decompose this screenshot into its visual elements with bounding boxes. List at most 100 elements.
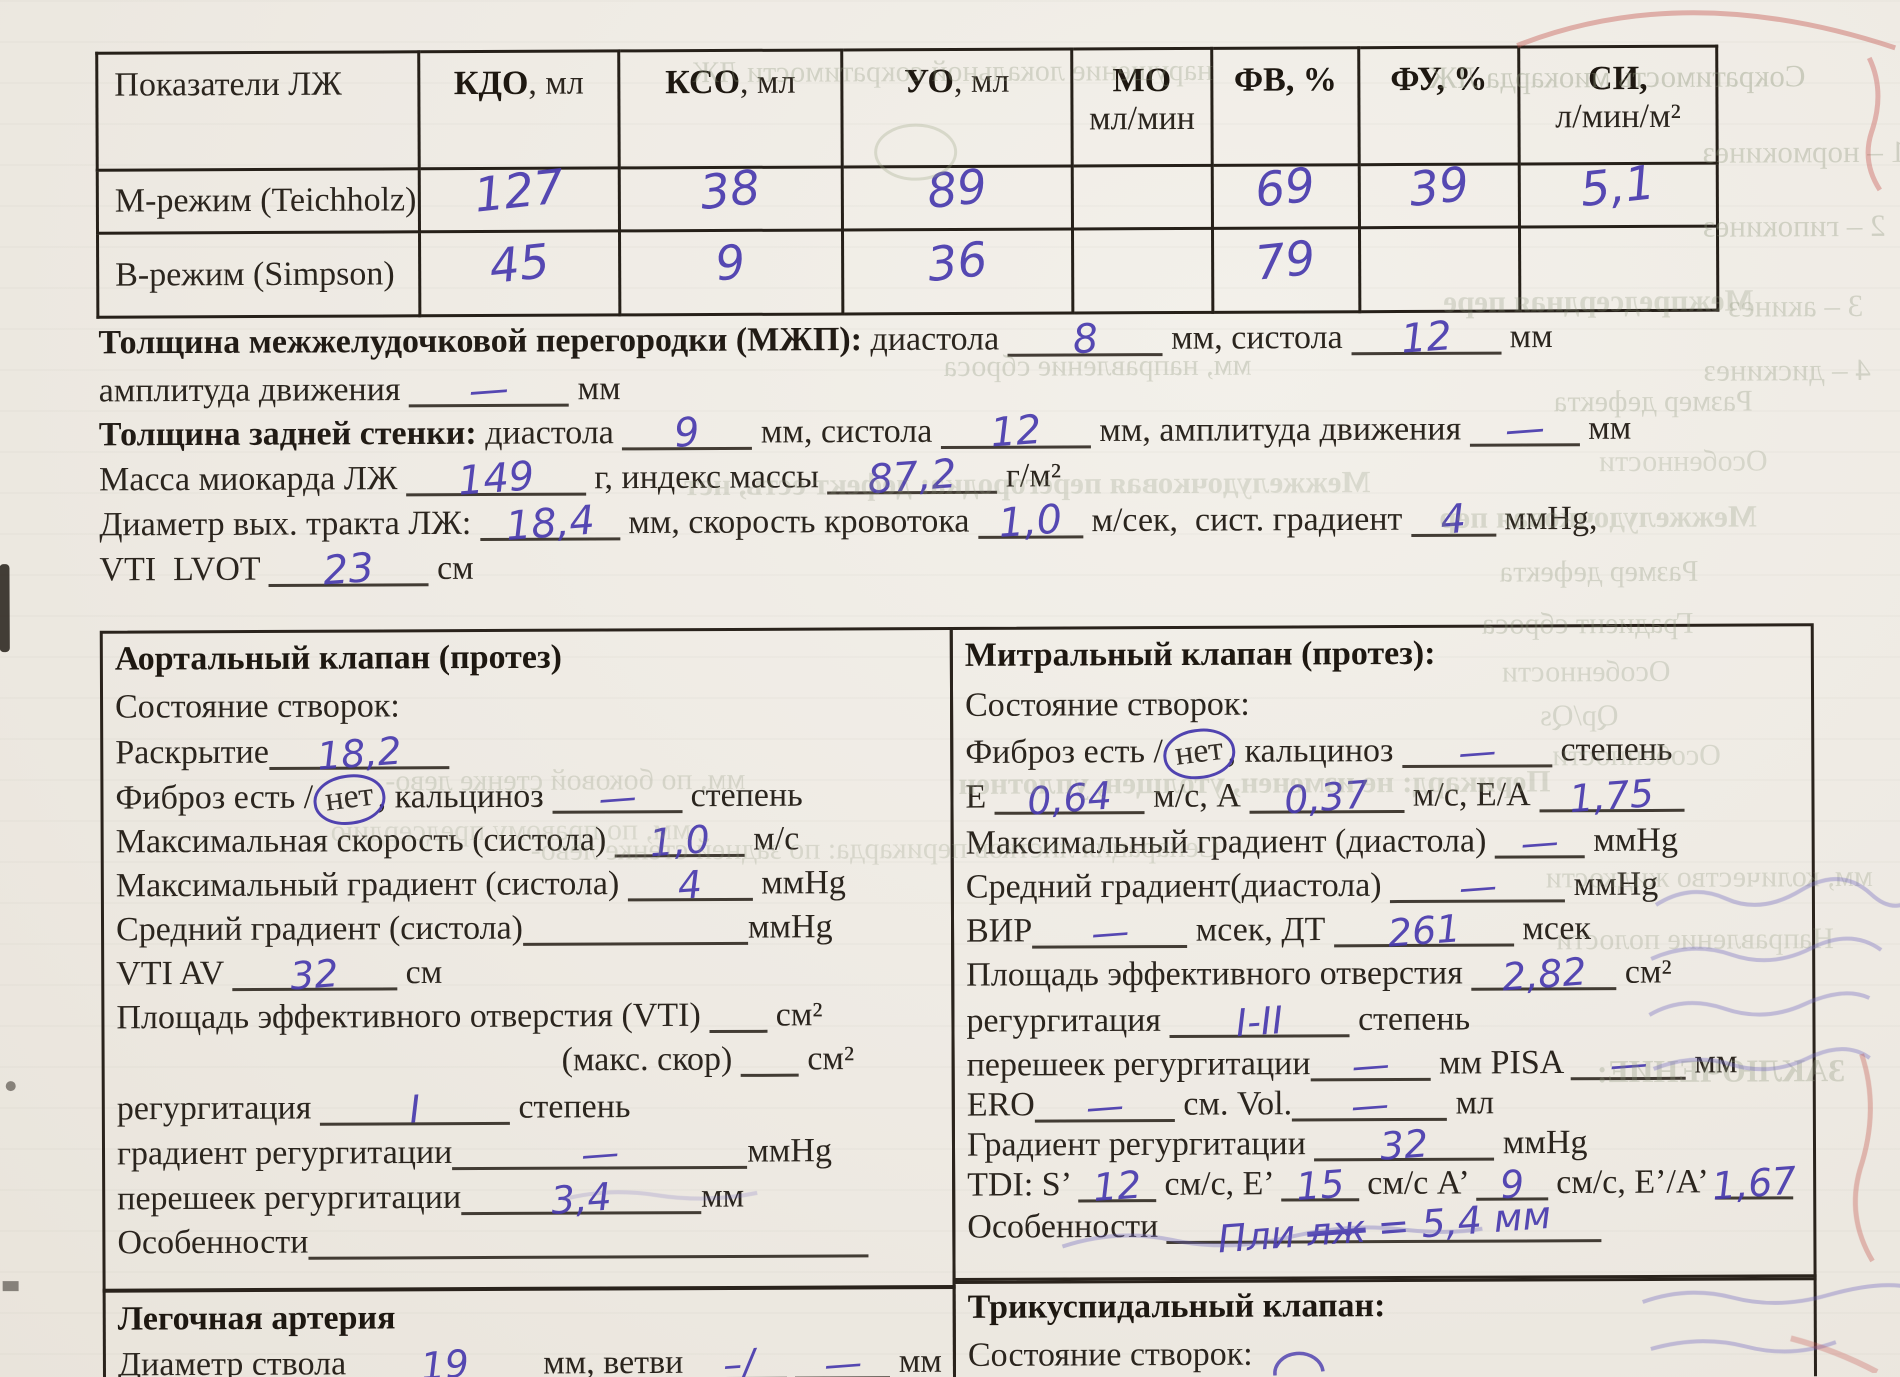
handwritten-value: I-II <box>1234 997 1285 1045</box>
printed-text: Состояние створок: <box>114 687 400 726</box>
printed-text: степень <box>1349 1000 1471 1038</box>
fill-in-blank: Пли лж = 5,4 мм <box>1166 1192 1602 1261</box>
printed-text: м/с, Е/А <box>1404 776 1540 814</box>
printed-text: мсек, ДТ <box>1187 911 1334 949</box>
fill-in-blank: 1,67 <box>1710 1158 1798 1208</box>
printed-text: TDI: S’ <box>967 1166 1079 1204</box>
handwritten-value: 45 <box>486 233 552 296</box>
printed-text: мсек <box>1513 909 1592 948</box>
fill-in-blank: 12 <box>1077 1162 1157 1210</box>
printed-text: перешеек регургитации <box>966 1045 1311 1084</box>
fill-in-blank: 8 <box>1007 315 1163 363</box>
handwritten-value: 1,0 <box>647 816 712 865</box>
col-header-ci: СИ, л/мин/м² <box>1518 46 1718 165</box>
col-header-fs: ФУ, % <box>1358 47 1520 165</box>
col-header-ef: ФВ, % <box>1211 47 1360 166</box>
printed-text: см/с А’ <box>1358 1164 1476 1202</box>
printed-text: см² <box>1616 953 1672 991</box>
handwritten-value: — <box>1503 404 1547 454</box>
header-unit-text: л/мин/м² <box>1555 97 1681 136</box>
fill-in-blank: 12 <box>940 407 1091 456</box>
mitral-mean-gradient-diastole: Средний градиент(диастола) — ммHg <box>965 863 1658 910</box>
handwritten-value: 15 <box>1293 1161 1346 1209</box>
handwritten-value: — <box>1089 908 1131 956</box>
printed-text: мм <box>1579 409 1632 447</box>
printed-text: градиент регургитации <box>116 1133 453 1173</box>
fill-in-blank: 261 <box>1333 906 1514 955</box>
printed-text: м/с <box>744 820 800 858</box>
printed-text: перешеек регургитации <box>117 1178 462 1218</box>
fill-in-blank: — <box>1291 1081 1448 1128</box>
printed-text: Средний градиент (систола) <box>115 909 524 949</box>
handwritten-value: 36 <box>924 231 990 294</box>
handwritten-value: 1,0 <box>996 496 1064 547</box>
fill-in-blank: 18,4 <box>479 497 620 550</box>
aortic-max-velocity: Максимальная скорость (систола) 1,0 м/с <box>116 816 800 865</box>
aortic-regurgitation-gradient: градиент регургитации — ммHg <box>116 1130 832 1177</box>
printed-text: ERO <box>966 1086 1035 1124</box>
fill-in-blank: 18,2 <box>268 728 449 778</box>
fill-in-blank <box>522 905 749 946</box>
fill-in-blank: — <box>1469 404 1580 454</box>
printed-text: Средний градиент(диастола) <box>965 866 1391 906</box>
handwritten-value: 32 <box>288 950 341 999</box>
printed-bold-text: Толщина задней стенки: <box>98 414 477 454</box>
handwritten-value: 4 <box>1438 495 1468 544</box>
col-header-sv: УО, мл <box>841 48 1073 167</box>
handwritten-value: — <box>596 773 638 821</box>
box-title-text: Аортальный клапан (протез) <box>114 638 562 678</box>
handwritten-value: — <box>1084 1082 1126 1130</box>
bleedthrough-text: 2 – гипокинез <box>1702 207 1886 244</box>
printed-text: регургитация <box>116 1089 320 1128</box>
printed-text: м/сек, сист. градиент <box>1082 500 1411 540</box>
aortic-max-gradient: Максимальный градиент (систола) 4 ммHg <box>116 861 846 908</box>
row-label-m-mode: М-режим (Teichholz) <box>97 168 420 234</box>
fill-in-blank: 0,64 <box>994 773 1145 823</box>
aortic-effective-area-maxspeed: (макс. скор) см² <box>562 1037 855 1079</box>
aortic-features: Особенности <box>117 1218 869 1262</box>
handwritten-value: –/ <box>721 1340 757 1377</box>
handwritten-value: 19 <box>418 1340 471 1377</box>
printed-text: Фиброз есть / <box>115 778 322 817</box>
handwritten-value: 89 <box>923 158 990 220</box>
struck-out-text: лж <box>1305 1206 1368 1255</box>
fill-in-blank: 149 <box>405 453 586 504</box>
aortic-regurgitation-isthmus: перешеек регургитации 3,4 мм <box>117 1174 745 1222</box>
printed-text: см/с, Е’/А’ <box>1547 1163 1715 1202</box>
printed-text: , кальциноз <box>377 777 553 816</box>
fill-in-blank: — <box>1034 1082 1175 1130</box>
printed-text: см² <box>767 996 823 1034</box>
printed-text: мм <box>701 1177 745 1215</box>
handwritten-value: 8 <box>1070 315 1100 363</box>
printed-text: ммHg <box>747 908 833 946</box>
printed-text: мм, амплитуда движения <box>1090 410 1470 450</box>
fill-in-blank: — <box>1570 1040 1686 1087</box>
printed-text: мм, систола <box>752 412 941 451</box>
fill-in-blank: 0,37 <box>1249 772 1405 822</box>
printed-text: Градиент регургитации <box>966 1125 1315 1164</box>
aortic-mean-gradient: Средний градиент (систола) ммHg <box>115 905 833 950</box>
param-line-lvot-diameter: Диаметр вых. тракта ЛЖ: 18,4 мм, скорост… <box>99 495 1598 550</box>
handwritten-value: 12 <box>988 406 1043 457</box>
fill-in-blank: 15 <box>1280 1161 1359 1209</box>
handwritten-value: — <box>822 1339 864 1377</box>
fill-in-blank: 3,4 <box>461 1174 702 1222</box>
handwritten-value: 149 <box>456 452 536 505</box>
tricuspid-leaflets-state: Состояние створок: <box>968 1335 1253 1375</box>
fill-in-blank: I-II <box>1169 997 1350 1045</box>
fill-in-blank: 1,0 <box>977 496 1084 547</box>
param-line-ivs-thickness: Толщина межжелудочковой перегородки (МЖП… <box>98 313 1552 363</box>
printed-text: ммHg, <box>1495 499 1598 538</box>
bleedthrough-text: Размер дефекта <box>1499 554 1699 589</box>
printed-text: мл <box>1446 1084 1495 1122</box>
mitral-effective-area: Площадь эффективного отверстия 2,82 см² <box>966 949 1672 999</box>
mitral-ivrt-dt: ВИР — мсек, ДТ 261 мсек <box>966 906 1592 956</box>
col-header-co: МО мл/мин <box>1071 48 1213 166</box>
table-header-row: Показатели ЛЖ КДО, мл КСО, мл УО, мл МО м… <box>96 46 1718 171</box>
printed-text: Масса миокарда ЛЖ <box>99 460 406 499</box>
handwritten-value: 4 <box>676 861 704 908</box>
printed-text: VTI LVOT <box>99 550 269 589</box>
header-unit-text: , мл <box>739 63 796 101</box>
fill-in-blank: 87,2 <box>827 451 998 503</box>
